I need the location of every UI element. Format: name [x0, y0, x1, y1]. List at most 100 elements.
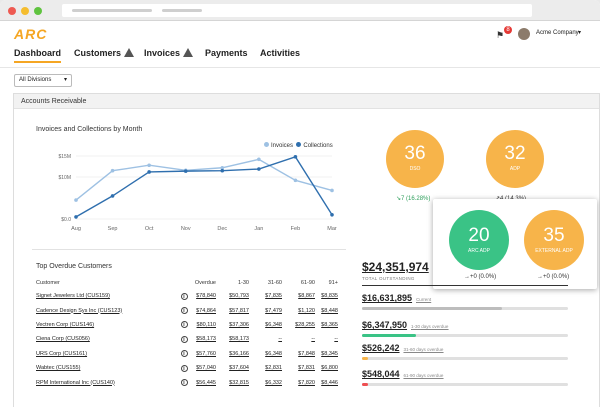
customer-link[interactable]: Signet Jewelers Ltd (CUS159): [36, 293, 110, 300]
aging-label[interactable]: 31-60 days overdue: [403, 347, 444, 352]
aging-31-60-cell[interactable]: $6,348: [265, 350, 282, 357]
info-icon[interactable]: i: [176, 347, 192, 361]
address-placeholder-line: [162, 9, 202, 12]
aging-label[interactable]: 61-90 days overdue: [403, 373, 444, 378]
aging-1-30-cell[interactable]: $37,604: [229, 365, 249, 372]
tab-dashboard[interactable]: Dashboard: [14, 48, 62, 63]
company-name[interactable]: Acme Company: [536, 30, 579, 36]
overdue-cell[interactable]: $57,040: [196, 365, 216, 372]
legend-label-collections: Collections: [303, 143, 333, 149]
aging-amount[interactable]: $548,044 61-90 days overdue: [362, 369, 443, 379]
aging-61-90-cell[interactable]: $8,867: [298, 293, 315, 300]
minimize-window-dot[interactable]: [21, 7, 29, 15]
customer-link[interactable]: URS Corp (CUS161): [36, 350, 88, 357]
col-header-customer[interactable]: Customer: [36, 279, 60, 286]
aging-1-30-cell[interactable]: $50,793: [229, 293, 249, 300]
close-window-dot[interactable]: [8, 7, 16, 15]
overdue-cell[interactable]: $80,110: [196, 321, 216, 328]
aging-label[interactable]: Current: [416, 297, 432, 302]
tab-customers[interactable]: Customers: [74, 48, 135, 58]
external-adp-circle[interactable]: 35 EXTERNAL ADP: [524, 210, 584, 270]
col-header-31-60[interactable]: 31-60: [267, 279, 282, 286]
aging-31-60-cell[interactable]: $7,479: [265, 307, 282, 314]
info-icon[interactable]: i: [176, 303, 192, 317]
info-icon[interactable]: i: [176, 375, 192, 389]
total-outstanding-amount[interactable]: $24,351,974: [362, 260, 429, 274]
customer-link[interactable]: Cadence Design Sys Inc (CUS123): [36, 307, 123, 314]
avatar[interactable]: [518, 28, 530, 40]
info-icon[interactable]: i: [176, 332, 192, 346]
tab-label: Customers: [74, 48, 122, 58]
chevron-down-icon[interactable]: ▾: [578, 30, 582, 36]
arc-logo[interactable]: ARC: [14, 26, 48, 42]
aging-bar-track: [362, 334, 568, 337]
data-point-invoices: [74, 198, 78, 202]
aging-91-plus-cell[interactable]: $8,448: [321, 307, 338, 314]
aging-61-90-cell[interactable]: --: [311, 336, 315, 343]
aging-1-30-cell[interactable]: $32,815: [229, 379, 249, 386]
aging-61-90-cell[interactable]: $7,831: [298, 365, 315, 372]
tab-payments[interactable]: Payments: [205, 48, 248, 58]
overdue-cell[interactable]: $56,445: [196, 379, 216, 386]
overdue-cell[interactable]: $58,173: [196, 336, 216, 343]
aging-1-30-cell[interactable]: $57,817: [229, 307, 249, 314]
customer-link[interactable]: RPM International Inc (CUS140): [36, 379, 115, 386]
notification-badge: 8: [504, 26, 512, 34]
info-icon[interactable]: i: [176, 318, 192, 332]
data-point-collections: [110, 194, 115, 198]
aging-91-plus-cell[interactable]: $8,365: [321, 321, 338, 328]
overdue-cell[interactable]: $78,840: [196, 293, 216, 300]
arc-adp-trend: →+0 (0.0%): [464, 274, 497, 280]
maximize-window-dot[interactable]: [34, 7, 42, 15]
series-line-collections: [75, 156, 333, 218]
aging-amount-value: $526,242: [362, 343, 400, 353]
aging-amount[interactable]: $526,242 31-60 days overdue: [362, 343, 443, 353]
aging-31-60-cell[interactable]: $6,332: [265, 379, 282, 386]
aging-31-60-cell[interactable]: --: [278, 336, 282, 343]
data-point-invoices: [293, 178, 298, 183]
info-icon[interactable]: i: [176, 289, 192, 303]
col-header-61-90[interactable]: 61-90: [300, 279, 315, 286]
aging-1-30-cell[interactable]: $36,166: [229, 350, 249, 357]
tab-activities[interactable]: Activities: [260, 48, 300, 58]
customer-link[interactable]: Wabtec (CUS155): [36, 365, 81, 372]
tab-invoices[interactable]: Invoices: [144, 48, 194, 58]
aging-91-plus-cell[interactable]: $8,446: [321, 379, 338, 386]
data-point-collections: [147, 170, 151, 174]
arc-adp-circle[interactable]: 20 ARC ADP: [449, 210, 509, 270]
col-header-91-plus[interactable]: 91+: [328, 279, 338, 286]
aging-31-60-cell[interactable]: $7,835: [265, 293, 282, 300]
address-bar[interactable]: [62, 4, 532, 17]
aging-61-90-cell[interactable]: $28,255: [295, 321, 315, 328]
col-header-overdue[interactable]: Overdue: [194, 279, 216, 286]
dso-circle[interactable]: 36 DSO: [386, 130, 444, 188]
flag-icon[interactable]: ⚑: [496, 30, 505, 40]
col-header-1-30[interactable]: 1-30: [237, 279, 249, 286]
adp-circle[interactable]: 32 ADP: [486, 130, 544, 188]
aging-31-60-cell[interactable]: $6,348: [265, 321, 282, 328]
data-point-invoices: [147, 163, 151, 168]
overdue-cell[interactable]: $74,864: [196, 307, 216, 314]
overdue-cell[interactable]: $57,760: [196, 350, 216, 357]
aging-label[interactable]: 1-30 days overdue: [411, 324, 449, 329]
customer-link[interactable]: Ciena Corp (CUS056): [36, 336, 90, 343]
aging-1-30-cell[interactable]: $58,173: [229, 336, 249, 343]
division-select-value: All Divisions: [19, 77, 52, 83]
aging-amount[interactable]: $6,347,950 1-30 days overdue: [362, 320, 448, 330]
aging-61-90-cell[interactable]: $1,120: [298, 307, 315, 314]
division-select[interactable]: All Divisions ▾: [14, 74, 72, 87]
series-line-invoices: [75, 158, 333, 201]
customer-link[interactable]: Vectren Corp (CUS146): [36, 321, 95, 328]
aging-61-90-cell[interactable]: $7,820: [298, 379, 315, 386]
aging-1-30-cell[interactable]: $37,306: [229, 321, 249, 328]
aging-91-plus-cell[interactable]: $8,835: [321, 293, 338, 300]
aging-61-90-cell[interactable]: $7,848: [298, 350, 315, 357]
aging-91-plus-cell[interactable]: $6,800: [321, 365, 338, 372]
aging-91-plus-cell[interactable]: $8,345: [321, 350, 338, 357]
aging-91-plus-cell[interactable]: --: [334, 336, 338, 343]
aging-amount[interactable]: $16,631,895 Current: [362, 293, 431, 303]
info-icon[interactable]: i: [176, 361, 192, 375]
aging-31-60-cell[interactable]: $2,831: [265, 365, 282, 372]
table-row: Signet Jewelers Ltd (CUS159) i $78,840 $50,…: [36, 289, 338, 303]
